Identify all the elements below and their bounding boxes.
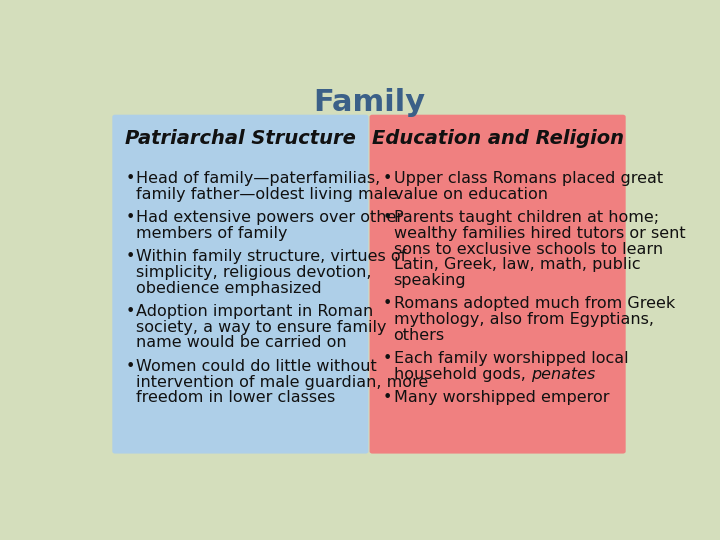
Text: Education and Religion: Education and Religion [372, 129, 624, 149]
Text: household gods,: household gods, [394, 367, 531, 382]
Text: Patriarchal Structure: Patriarchal Structure [125, 129, 356, 149]
Text: Family: Family [313, 87, 425, 117]
Text: Within family structure, virtues of: Within family structure, virtues of [136, 249, 407, 264]
Text: sons to exclusive schools to learn: sons to exclusive schools to learn [394, 241, 662, 256]
Text: •: • [382, 296, 392, 312]
Text: Upper class Romans placed great: Upper class Romans placed great [394, 171, 662, 186]
Text: intervention of male guardian, more: intervention of male guardian, more [136, 375, 428, 389]
Text: mythology, also from Egyptians,: mythology, also from Egyptians, [394, 312, 654, 327]
FancyBboxPatch shape [112, 114, 369, 454]
Text: Parents taught children at home;: Parents taught children at home; [394, 210, 659, 225]
Text: simplicity, religious devotion,: simplicity, religious devotion, [136, 265, 372, 280]
Text: Had extensive powers over other: Had extensive powers over other [136, 210, 403, 225]
Text: •: • [125, 210, 135, 225]
Text: freedom in lower classes: freedom in lower classes [136, 390, 336, 406]
Text: Head of family—paterfamilias,: Head of family—paterfamilias, [136, 171, 381, 186]
Text: •: • [125, 171, 135, 186]
Text: •: • [382, 352, 392, 366]
Text: obedience emphasized: obedience emphasized [136, 281, 322, 295]
Text: •: • [382, 390, 392, 406]
Text: Many worshipped emperor: Many worshipped emperor [394, 390, 609, 406]
Text: value on education: value on education [394, 187, 547, 201]
Text: family father—oldest living male: family father—oldest living male [136, 187, 398, 201]
Text: Romans adopted much from Greek: Romans adopted much from Greek [394, 296, 675, 312]
Text: Adoption important in Roman: Adoption important in Roman [136, 304, 374, 319]
Text: Women could do little without: Women could do little without [136, 359, 377, 374]
Text: name would be carried on: name would be carried on [136, 335, 347, 350]
Text: Each family worshipped local: Each family worshipped local [394, 352, 628, 366]
Text: Latin, Greek, law, math, public: Latin, Greek, law, math, public [394, 258, 640, 272]
Text: speaking: speaking [394, 273, 466, 288]
Text: •: • [125, 249, 135, 264]
Text: •: • [382, 210, 392, 225]
Text: •: • [382, 171, 392, 186]
FancyBboxPatch shape [369, 114, 626, 454]
Text: •: • [125, 304, 135, 319]
Text: •: • [125, 359, 135, 374]
Text: society, a way to ensure family: society, a way to ensure family [136, 320, 387, 335]
Text: members of family: members of family [136, 226, 288, 241]
Text: penates: penates [531, 367, 595, 382]
Text: others: others [394, 328, 445, 343]
Text: wealthy families hired tutors or sent: wealthy families hired tutors or sent [394, 226, 685, 241]
